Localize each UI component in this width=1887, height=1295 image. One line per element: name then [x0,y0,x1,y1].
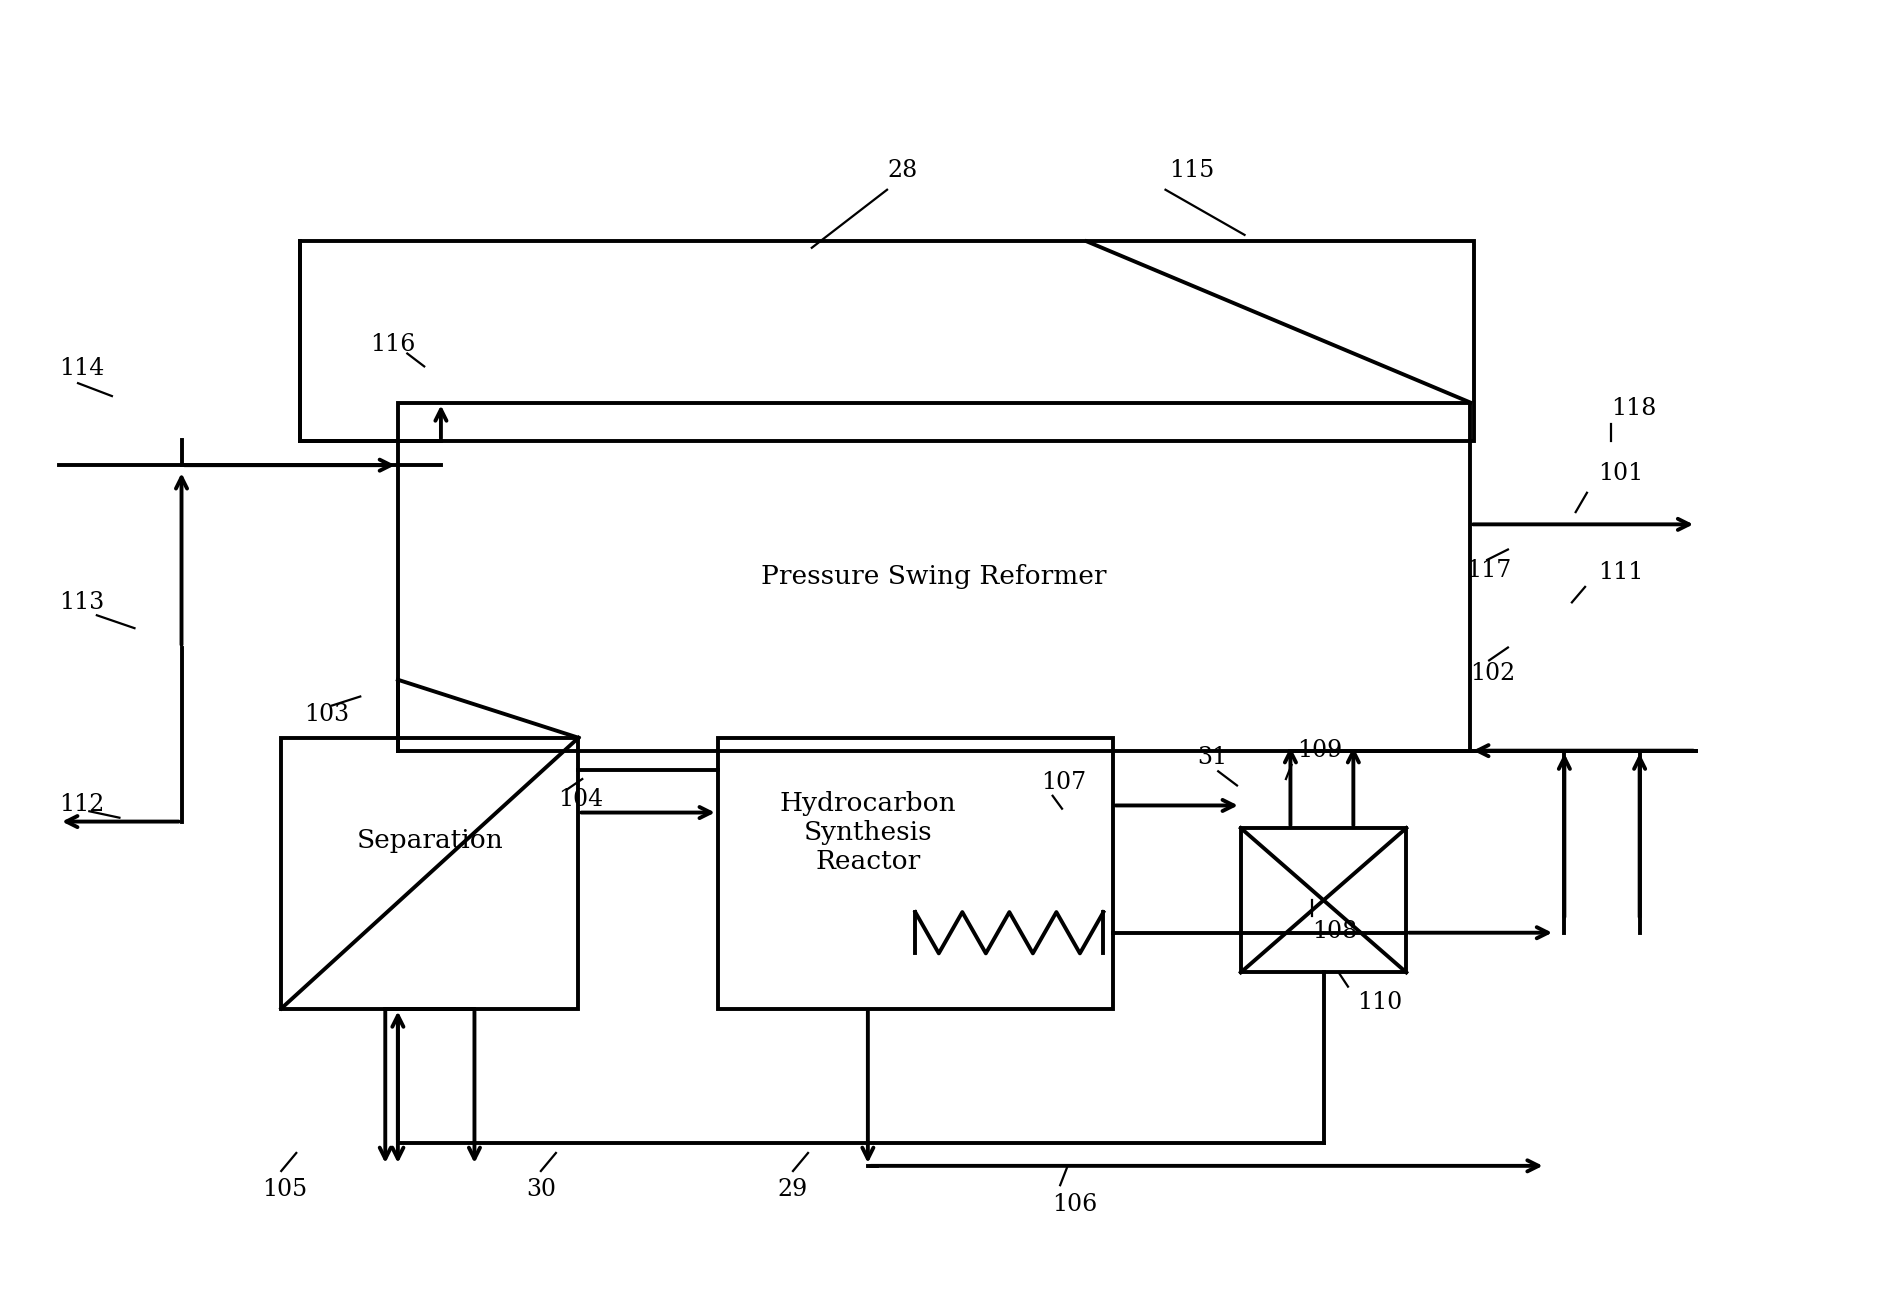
Text: 101: 101 [1598,462,1644,484]
Text: 115: 115 [1170,159,1215,181]
Text: 118: 118 [1611,398,1657,421]
Text: 109: 109 [1296,739,1342,763]
Bar [398,403,1470,751]
Text: 108: 108 [1311,919,1357,943]
Bar [717,738,1113,1009]
Text: 103: 103 [304,703,349,726]
Text: 112: 112 [58,794,104,816]
Bar [300,241,1474,442]
Text: 111: 111 [1598,561,1644,584]
Text: 113: 113 [58,591,104,614]
Text: Hydrocarbon
Synthesis
Reactor: Hydrocarbon Synthesis Reactor [779,791,957,874]
Text: 107: 107 [1042,772,1087,794]
Text: 106: 106 [1053,1193,1098,1216]
Bar [1242,828,1406,973]
Text: Separation: Separation [357,829,504,853]
Bar [281,738,579,1009]
Text: 29: 29 [777,1177,808,1200]
Text: 116: 116 [370,333,415,356]
Text: 105: 105 [262,1177,308,1200]
Text: 30: 30 [526,1177,557,1200]
Text: 110: 110 [1357,991,1402,1014]
Text: 104: 104 [559,789,604,811]
Text: Pressure Swing Reformer: Pressure Swing Reformer [760,565,1108,589]
Text: 114: 114 [58,357,104,381]
Text: 102: 102 [1470,662,1515,685]
Text: 28: 28 [887,159,917,181]
Text: 117: 117 [1466,558,1511,581]
Text: 31: 31 [1198,746,1228,769]
